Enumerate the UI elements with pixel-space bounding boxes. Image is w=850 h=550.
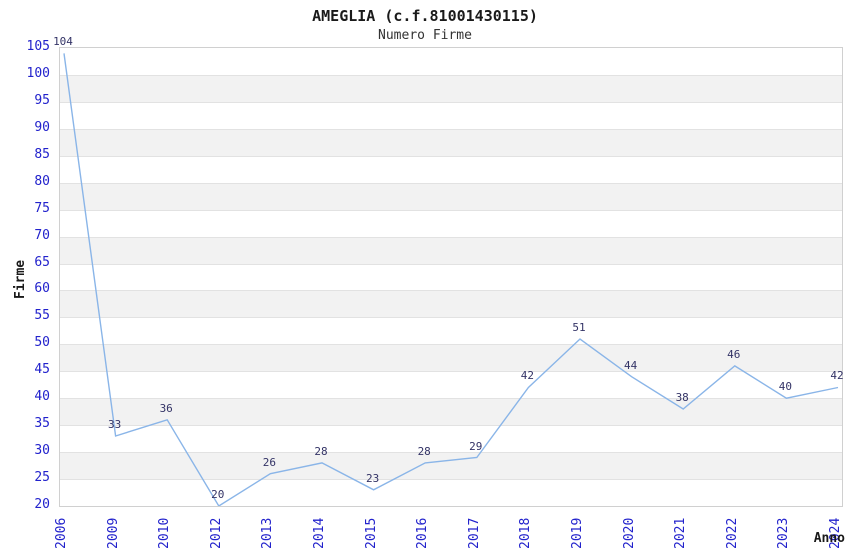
gridline (60, 209, 842, 211)
gridline (60, 101, 842, 103)
data-point-label: 104 (53, 35, 73, 49)
y-tick-label: 105 (26, 39, 50, 54)
x-tick-label: 2019 (570, 517, 585, 549)
data-point-label: 36 (159, 401, 173, 415)
x-axis-title: Anno (813, 531, 845, 546)
grid-band (60, 182, 842, 210)
y-tick-label: 90 (34, 119, 50, 135)
y-tick-label: 40 (34, 389, 50, 405)
gridline (60, 425, 842, 427)
grid-band (60, 452, 842, 480)
x-tick-label: 2009 (105, 517, 121, 549)
data-point-label: 29 (469, 439, 483, 453)
gridline (60, 371, 842, 373)
gridline (60, 128, 842, 130)
x-tick-label: 2012 (208, 517, 224, 549)
y-tick-label: 85 (34, 146, 50, 162)
plot-area (59, 47, 843, 507)
data-point-label: 20 (211, 488, 225, 501)
gridline (60, 155, 842, 157)
y-tick-label: 95 (34, 92, 50, 108)
chart-title: AMEGLIA (c.f.81001430115) (312, 7, 538, 25)
x-tick-label: 2010 (157, 517, 173, 549)
y-tick-label: 80 (34, 173, 50, 189)
gridline (60, 398, 842, 400)
y-tick-label: 55 (34, 308, 50, 324)
data-point-label: 46 (727, 347, 741, 361)
gridline (60, 452, 842, 454)
grid-band (60, 290, 842, 318)
y-tick-label: 45 (34, 362, 50, 378)
gridline (60, 263, 842, 265)
y-tick-label: 35 (34, 416, 50, 432)
x-tick-label: 2013 (260, 517, 276, 549)
data-point-label: 44 (623, 358, 638, 372)
x-tick-label: 2023 (776, 517, 792, 549)
data-point-label: 28 (314, 444, 328, 458)
data-point-label: 38 (675, 391, 689, 404)
grid-band (60, 344, 842, 372)
gridline (60, 317, 842, 319)
y-tick-label: 75 (34, 200, 50, 216)
y-tick-label: 30 (34, 443, 50, 459)
gridline (60, 344, 842, 346)
x-tick-label: 2018 (518, 517, 534, 549)
gridline (60, 236, 842, 238)
data-point-label: 51 (572, 320, 586, 334)
grid-band (60, 236, 842, 264)
x-tick-label: 2020 (621, 517, 637, 549)
y-tick-label: 60 (34, 281, 50, 297)
chart-subtitle: Numero Firme (378, 28, 472, 43)
data-point-label: 40 (778, 380, 793, 394)
x-tick-label: 2015 (363, 517, 379, 549)
y-tick-label: 100 (26, 65, 50, 81)
y-tick-label: 70 (34, 227, 50, 243)
x-tick-label: 2014 (312, 517, 327, 549)
x-tick-label: 2006 (54, 517, 69, 549)
data-point-label: 42 (520, 369, 535, 383)
x-tick-label: 2022 (724, 517, 740, 549)
line-series (63, 53, 839, 506)
gridline (60, 182, 842, 184)
y-tick-label: 65 (34, 254, 50, 270)
y-tick-label: 20 (34, 497, 50, 512)
series-polyline (63, 53, 839, 506)
x-tick-label: 2021 (673, 517, 689, 549)
x-tick-label: 2017 (466, 517, 482, 549)
grid-band (60, 398, 842, 426)
data-point-label: 28 (417, 444, 431, 458)
grid-band (60, 74, 842, 102)
data-point-label: 26 (262, 455, 277, 469)
data-point-label: 33 (107, 417, 122, 431)
data-point-label: 42 (830, 369, 844, 383)
gridline (60, 290, 842, 292)
data-point-label: 23 (365, 471, 380, 485)
y-tick-label: 50 (34, 335, 50, 351)
grid-band (60, 128, 842, 156)
x-tick-label: 2016 (415, 517, 431, 549)
gridline (60, 74, 842, 76)
y-tick-label: 25 (34, 470, 50, 486)
gridline (60, 479, 842, 481)
